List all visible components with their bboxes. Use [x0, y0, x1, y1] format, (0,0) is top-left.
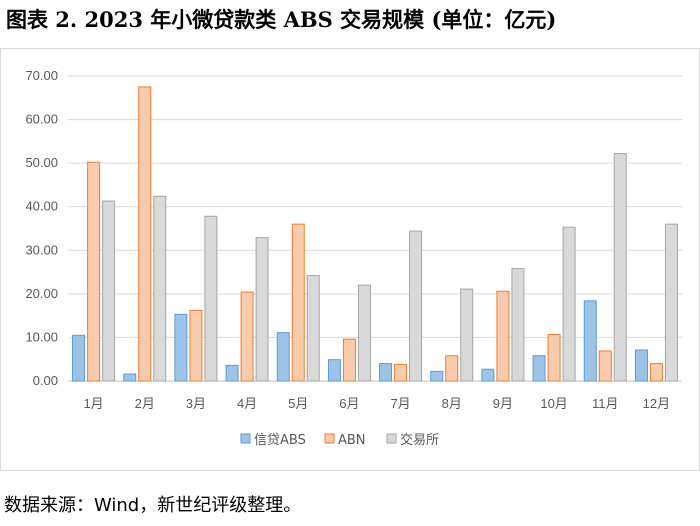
bar: [87, 161, 101, 382]
x-axis-ticks: 1月 2月 3月 4月 5月 6月 7月 8月 9月 10月 11月 12月: [83, 396, 670, 411]
bar: [72, 334, 86, 382]
bars: [72, 86, 678, 382]
x-tick-label: 12月: [643, 396, 670, 411]
bar: [255, 237, 269, 382]
bar: [409, 230, 423, 382]
bar: [306, 275, 320, 382]
bar: [357, 284, 371, 382]
bar: [481, 368, 495, 382]
data-source-note: 数据来源：Wind，新世纪评级整理。: [4, 495, 302, 516]
bar: [532, 355, 546, 382]
x-tick-label: 6月: [339, 396, 359, 411]
bar: [460, 288, 474, 382]
y-tick-label: 50.00: [25, 155, 58, 170]
bar: [445, 355, 459, 382]
x-tick-label: 5月: [288, 396, 308, 411]
bar: [174, 313, 188, 382]
x-tick-label: 3月: [186, 396, 206, 411]
bar-chart: 0.0010.0020.0030.0040.0050.0060.0070.00 …: [25, 68, 682, 448]
x-tick-label: 1月: [83, 396, 103, 411]
y-tick-label: 60.00: [25, 112, 58, 127]
x-tick-label: 7月: [390, 396, 410, 411]
bar: [123, 373, 137, 382]
bar: [379, 363, 393, 382]
bar: [649, 363, 663, 382]
legend: 信贷ABS ABN 交易所: [240, 432, 439, 448]
legend-swatch: [324, 433, 335, 444]
bar: [430, 370, 444, 382]
y-tick-label: 0.00: [33, 373, 58, 388]
bar: [291, 223, 305, 382]
bar: [138, 86, 152, 382]
y-tick-label: 30.00: [25, 242, 58, 257]
bar: [102, 200, 116, 382]
y-axis-ticks: 0.00 10.00 20.00 30.00 40.00 50.00 60.00 70.00: [25, 68, 58, 388]
x-tick-label: 10月: [540, 396, 567, 411]
x-tick-label: 11月: [592, 396, 619, 411]
x-tick-label: 4月: [237, 396, 257, 411]
bar: [394, 363, 408, 382]
x-tick-label: 9月: [493, 396, 513, 411]
legend-swatch: [240, 433, 251, 444]
bar: [496, 290, 510, 382]
bar: [342, 338, 356, 382]
legend-label: 交易所: [400, 432, 439, 448]
chart-frame: [0, 48, 700, 471]
bar: [153, 195, 167, 382]
x-tick-label: 2月: [135, 396, 155, 411]
bar: [225, 364, 239, 382]
bar: [598, 350, 612, 382]
legend-swatch: [386, 433, 397, 444]
bar: [189, 309, 203, 382]
bar: [613, 153, 627, 382]
y-tick-label: 10.00: [25, 329, 58, 344]
bar: [276, 332, 290, 382]
x-tick-label: 8月: [442, 396, 462, 411]
bar: [327, 359, 341, 382]
y-tick-label: 40.00: [25, 199, 58, 214]
chart-title: 图表 2. 2023 年小微贷款类 ABS 交易规模 (单位：亿元): [6, 7, 557, 32]
gridlines: [68, 75, 682, 382]
legend-label: 信贷ABS: [254, 433, 306, 448]
bar: [204, 215, 218, 382]
bar: [547, 333, 561, 382]
y-tick-label: 20.00: [25, 286, 58, 301]
legend-label: ABN: [338, 433, 366, 448]
y-tick-label: 70.00: [25, 68, 58, 83]
bar: [664, 223, 678, 382]
bar: [562, 226, 576, 382]
bar: [634, 349, 648, 382]
bar: [511, 268, 525, 382]
bar: [240, 291, 254, 382]
bar: [583, 300, 597, 382]
